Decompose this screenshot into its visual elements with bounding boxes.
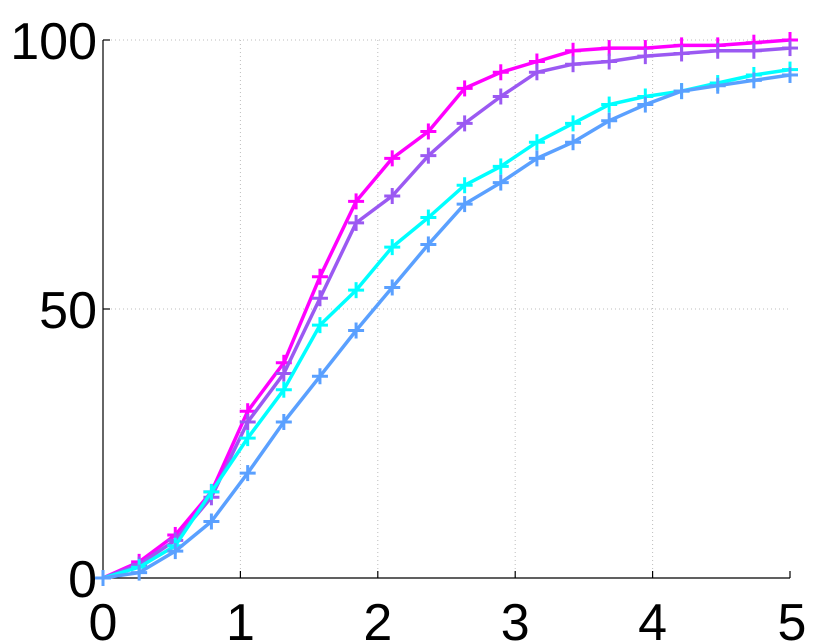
data-point	[311, 290, 328, 307]
data-point	[456, 177, 473, 194]
y-tick-label: 100	[10, 13, 97, 71]
data-point	[456, 115, 473, 132]
data-point	[709, 77, 726, 94]
data-point	[239, 465, 256, 482]
data-point	[528, 64, 545, 81]
data-point	[709, 42, 726, 59]
series-group	[95, 32, 798, 586]
series-4	[95, 66, 798, 586]
data-point	[131, 564, 148, 581]
data-point	[601, 112, 618, 129]
data-point	[420, 236, 437, 253]
data-point	[311, 268, 328, 285]
data-point	[203, 513, 220, 530]
data-point	[492, 88, 509, 105]
data-point	[420, 209, 437, 226]
data-point	[528, 134, 545, 151]
data-point	[745, 42, 762, 59]
data-point	[275, 413, 292, 430]
data-point	[601, 53, 618, 70]
data-point	[528, 150, 545, 167]
x-tick-label: 5	[778, 594, 807, 642]
data-point	[384, 150, 401, 167]
data-point	[384, 239, 401, 256]
data-point	[782, 40, 798, 57]
data-point	[745, 72, 762, 89]
series-1	[95, 32, 798, 586]
data-point	[239, 430, 256, 447]
x-tick-label: 2	[363, 594, 392, 642]
data-point	[601, 96, 618, 113]
data-point	[311, 368, 328, 385]
data-point	[384, 279, 401, 296]
data-point	[420, 123, 437, 140]
data-point	[95, 570, 111, 586]
data-point	[384, 188, 401, 205]
data-point	[239, 413, 256, 430]
data-point	[492, 64, 509, 81]
data-point	[275, 381, 292, 398]
data-point	[637, 48, 654, 65]
data-point	[565, 134, 582, 151]
data-point	[203, 483, 220, 500]
data-point	[348, 322, 365, 339]
data-point	[565, 56, 582, 73]
data-point	[673, 83, 690, 100]
y-tick-label: 0	[68, 551, 97, 609]
data-point	[601, 40, 618, 57]
x-tick-label: 0	[89, 594, 118, 642]
axes	[102, 39, 791, 579]
data-point	[492, 174, 509, 191]
data-point	[275, 365, 292, 382]
data-point	[492, 158, 509, 175]
data-point	[420, 147, 437, 164]
data-point	[348, 282, 365, 299]
data-point	[456, 196, 473, 213]
series-line	[101, 73, 792, 580]
grid	[103, 39, 790, 578]
data-point	[565, 42, 582, 59]
y-tick-label: 50	[39, 282, 97, 340]
x-tick-label: 4	[638, 594, 667, 642]
x-tick-label: 3	[501, 594, 530, 642]
data-point	[456, 80, 473, 97]
data-point	[311, 317, 328, 334]
data-point	[348, 193, 365, 210]
x-tick-label: 1	[226, 594, 255, 642]
data-point	[348, 214, 365, 231]
data-point	[782, 66, 798, 83]
data-point	[673, 45, 690, 62]
data-point	[565, 115, 582, 132]
data-point	[167, 543, 184, 560]
series-line	[101, 67, 792, 580]
data-point	[637, 96, 654, 113]
